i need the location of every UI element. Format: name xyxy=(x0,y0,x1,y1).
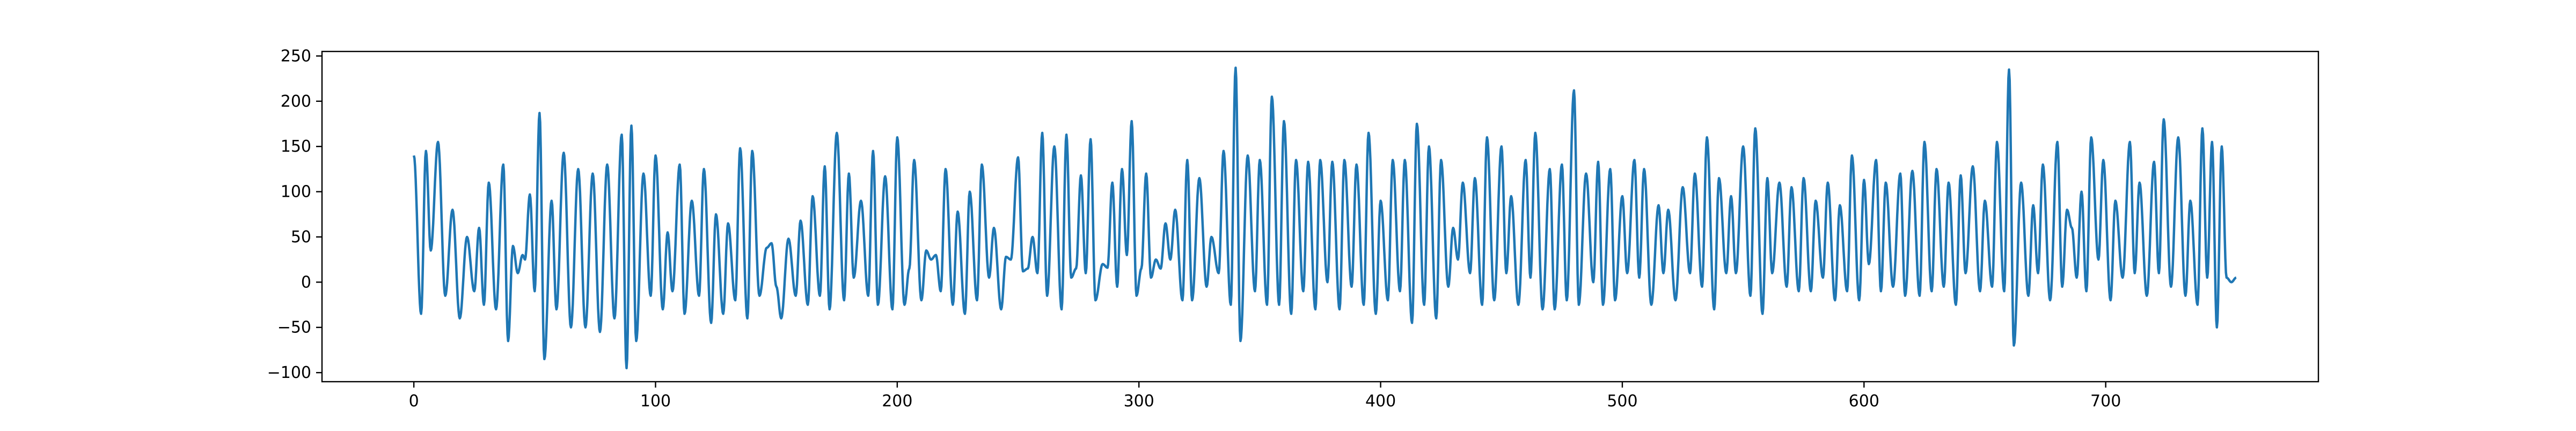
y-tick-label: 100 xyxy=(281,183,311,202)
y-axis: −100 −50 0 50 100 150 200 250 xyxy=(267,47,322,382)
x-tick-label: 500 xyxy=(1607,392,1637,411)
axes-frame xyxy=(321,50,2319,383)
x-tick-label: 400 xyxy=(1365,392,1396,411)
x-tick-label: 100 xyxy=(640,392,671,411)
y-tick-label: 50 xyxy=(291,228,311,247)
x-axis: 0 100 200 300 400 500 600 700 xyxy=(409,382,2121,411)
y-tick-label: −100 xyxy=(267,363,311,382)
y-tick-label: 200 xyxy=(281,92,311,111)
x-tick-label: 700 xyxy=(2090,392,2121,411)
y-tick-label: −50 xyxy=(277,318,311,337)
series-line xyxy=(412,66,2237,369)
plot-area xyxy=(412,66,2237,369)
x-tick-label: 0 xyxy=(409,392,419,411)
x-tick-label: 200 xyxy=(882,392,912,411)
y-tick-label: 250 xyxy=(281,47,311,65)
x-tick-label: 600 xyxy=(1849,392,1879,411)
y-tick-label: 150 xyxy=(281,137,311,156)
y-tick-label: 0 xyxy=(301,273,311,292)
x-tick-label: 300 xyxy=(1124,392,1154,411)
